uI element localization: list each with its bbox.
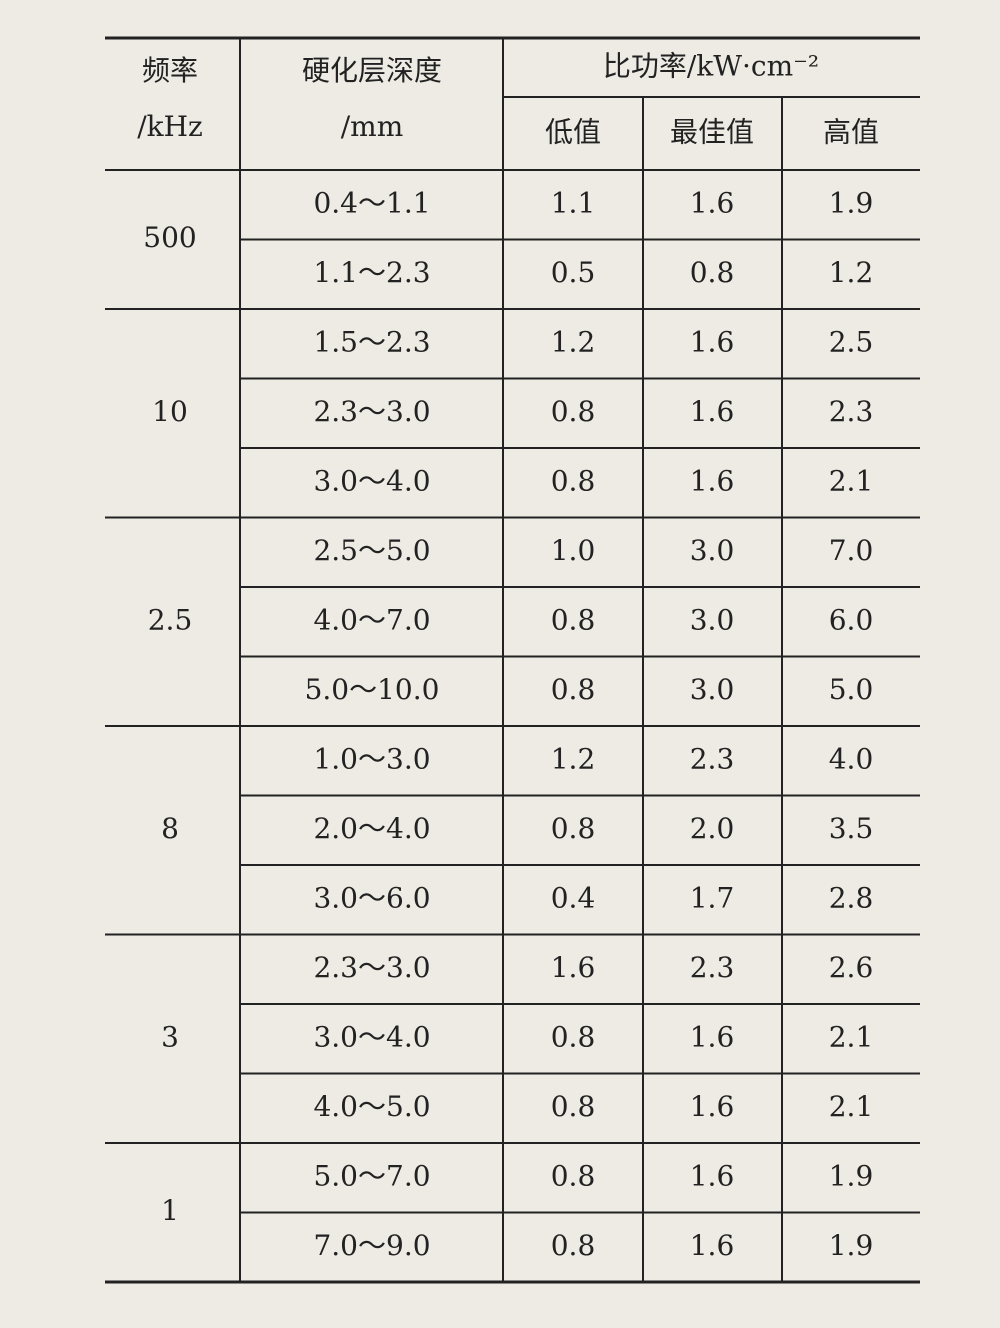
cell: 0.8 (551, 395, 596, 428)
header-power: 比功率/kW·cm⁻² (603, 50, 819, 83)
header-best: 最佳值 (670, 116, 754, 149)
frequency: 1 (161, 1194, 179, 1227)
cell: 7.0 (829, 534, 874, 567)
cell: 1.6 (690, 1229, 735, 1262)
cell: 1.6 (690, 325, 735, 358)
cell: 7.0～9.0 (313, 1229, 430, 1262)
cell: 0.8 (551, 1159, 596, 1192)
cell: 5.0～7.0 (313, 1159, 430, 1192)
cell: 1.9 (829, 1159, 874, 1192)
cell: 3.0～4.0 (313, 464, 430, 497)
cell: 0.8 (551, 1229, 596, 1262)
cell: 1.2 (829, 256, 874, 289)
cell: 4.0～5.0 (313, 1090, 430, 1123)
cell: 0.4 (551, 881, 596, 914)
header-high: 高值 (823, 116, 879, 149)
frequency: 3 (161, 1020, 179, 1053)
cell: 1.6 (690, 1159, 735, 1192)
cell: 4.0～7.0 (313, 603, 430, 636)
cell: 1.9 (829, 1229, 874, 1262)
cell: 4.0 (829, 742, 874, 775)
cell: 0.8 (690, 256, 735, 289)
frequency: 8 (161, 812, 179, 845)
cell: 1.2 (551, 742, 596, 775)
cell: 2.3～3.0 (313, 395, 430, 428)
cell: 0.8 (551, 464, 596, 497)
cell: 0.8 (551, 673, 596, 706)
cell: 3.0～4.0 (313, 1020, 430, 1053)
cell: 1.0～3.0 (313, 742, 430, 775)
cell: 0.4～1.1 (313, 186, 430, 219)
cell: 2.1 (829, 464, 874, 497)
cell: 3.0 (690, 673, 735, 706)
cell: 2.3 (690, 951, 735, 984)
cell: 5.0～10.0 (305, 673, 440, 706)
cell: 2.1 (829, 1020, 874, 1053)
cell: 3.0～6.0 (313, 881, 430, 914)
frequency: 500 (143, 221, 196, 254)
cell: 1.9 (829, 186, 874, 219)
frequency: 10 (152, 395, 188, 428)
cell: 1.6 (690, 395, 735, 428)
frequency: 2.5 (148, 603, 193, 636)
header-low: 低值 (545, 116, 601, 149)
cell: 0.8 (551, 812, 596, 845)
cell: 2.5 (829, 325, 874, 358)
cell: 0.5 (551, 256, 596, 289)
cell: 0.8 (551, 603, 596, 636)
cell: 2.0～4.0 (313, 812, 430, 845)
cell: 2.5～5.0 (313, 534, 430, 567)
cell: 2.6 (829, 951, 874, 984)
cell: 2.0 (690, 812, 735, 845)
cell: 3.0 (690, 603, 735, 636)
cell: 2.3～3.0 (313, 951, 430, 984)
cell: 1.5～2.3 (313, 325, 430, 358)
cell: 1.6 (690, 464, 735, 497)
cell: 3.0 (690, 534, 735, 567)
cell: 1.2 (551, 325, 596, 358)
cell: 1.0 (551, 534, 596, 567)
cell: 0.8 (551, 1020, 596, 1053)
cell: 1.7 (690, 881, 735, 914)
cell: 1.6 (690, 1090, 735, 1123)
cell: 3.5 (829, 812, 874, 845)
cell: 0.8 (551, 1090, 596, 1123)
cell: 1.6 (551, 951, 596, 984)
cell: 1.6 (690, 1020, 735, 1053)
cell: 5.0 (829, 673, 874, 706)
cell: 2.3 (829, 395, 874, 428)
header-depth: 硬化层深度/mm (302, 54, 442, 143)
cell: 1.6 (690, 186, 735, 219)
cell: 2.3 (690, 742, 735, 775)
cell: 1.1～2.3 (313, 256, 430, 289)
cell: 2.1 (829, 1090, 874, 1123)
cell: 6.0 (829, 603, 874, 636)
cell: 1.1 (551, 186, 596, 219)
header-frequency: 频率/kHz (137, 54, 203, 143)
cell: 2.8 (829, 881, 874, 914)
